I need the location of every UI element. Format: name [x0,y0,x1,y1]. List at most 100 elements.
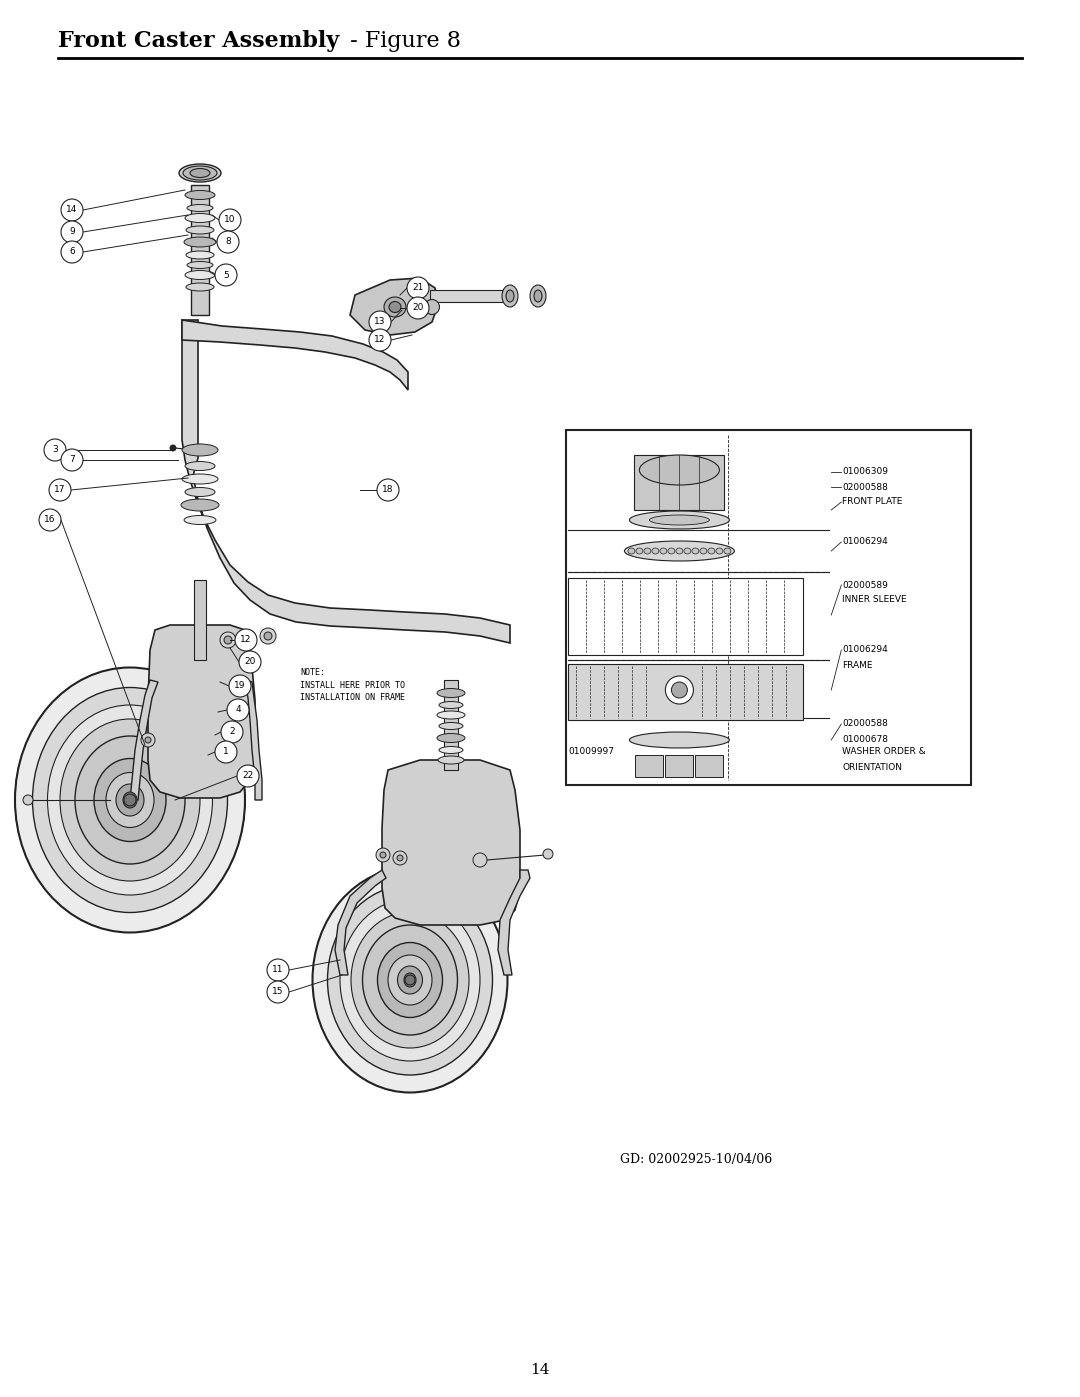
Polygon shape [130,680,158,800]
Text: 16: 16 [44,515,56,524]
Circle shape [239,651,261,673]
Text: - Figure 8: - Figure 8 [343,29,461,52]
Ellipse shape [48,705,213,895]
Ellipse shape [184,515,216,524]
Text: FRONT PLATE: FRONT PLATE [842,497,903,507]
Ellipse shape [437,689,465,697]
Circle shape [49,479,71,502]
Text: 5: 5 [224,271,229,279]
Ellipse shape [351,912,469,1048]
Circle shape [44,439,66,461]
Ellipse shape [190,169,210,177]
Ellipse shape [652,548,659,555]
Text: 12: 12 [241,636,252,644]
Text: NOTE:
INSTALL HERE PRIOR TO
INSTALLATION ON FRAME: NOTE: INSTALL HERE PRIOR TO INSTALLATION… [300,668,405,703]
Text: 7: 7 [69,455,75,464]
Circle shape [60,198,83,221]
Text: 10: 10 [225,215,235,225]
Text: 19: 19 [234,682,246,690]
Text: 22: 22 [242,771,254,781]
Circle shape [267,958,289,981]
Ellipse shape [185,488,215,496]
Polygon shape [335,870,386,975]
Ellipse shape [676,548,683,555]
Circle shape [141,733,156,747]
Circle shape [264,631,272,640]
Text: 6: 6 [69,247,75,257]
Text: FRAME: FRAME [842,661,873,669]
Circle shape [405,975,415,985]
Bar [430,291,510,302]
Bar [191,184,210,314]
Text: 01009997: 01009997 [568,747,615,757]
Text: 1: 1 [224,747,229,757]
Ellipse shape [438,746,463,753]
Bar [665,754,693,777]
Bar [696,754,724,777]
Circle shape [60,242,83,263]
Text: 3: 3 [52,446,58,454]
Text: 15: 15 [272,988,284,996]
Ellipse shape [437,733,465,742]
Text: 14: 14 [66,205,78,215]
Ellipse shape [187,204,213,211]
Ellipse shape [184,237,216,247]
Circle shape [219,210,241,231]
Circle shape [170,446,176,451]
Ellipse shape [181,499,219,511]
Circle shape [60,221,83,243]
Circle shape [376,848,390,862]
Ellipse shape [185,190,215,200]
Circle shape [369,330,391,351]
Ellipse shape [183,474,218,483]
Ellipse shape [384,298,406,317]
Ellipse shape [179,163,221,182]
Ellipse shape [700,548,707,555]
Ellipse shape [716,548,723,555]
Ellipse shape [183,166,217,180]
Ellipse shape [437,711,465,719]
Text: 01000678: 01000678 [842,735,889,743]
Circle shape [397,855,403,861]
Ellipse shape [363,925,458,1035]
Circle shape [260,629,276,644]
Text: WASHER ORDER &: WASHER ORDER & [842,747,927,757]
Ellipse shape [185,271,215,279]
Ellipse shape [45,703,215,898]
Ellipse shape [507,291,514,302]
Text: 01006294: 01006294 [842,645,888,655]
Text: 14: 14 [530,1363,550,1377]
Circle shape [220,631,237,648]
Text: 20: 20 [413,303,423,313]
Ellipse shape [649,515,710,525]
Circle shape [60,448,83,471]
Circle shape [672,682,687,698]
Polygon shape [350,278,438,335]
Text: 11: 11 [272,965,284,975]
Bar [566,430,971,785]
Ellipse shape [630,732,729,747]
Circle shape [227,698,249,721]
Ellipse shape [388,956,432,1004]
Bar [635,754,663,777]
Ellipse shape [630,511,729,529]
Ellipse shape [438,701,463,708]
Ellipse shape [404,972,416,988]
Polygon shape [245,680,262,800]
Circle shape [237,766,259,787]
Polygon shape [183,320,510,643]
Bar [568,664,802,719]
Circle shape [369,312,391,332]
Circle shape [145,738,151,743]
Ellipse shape [627,548,635,555]
Ellipse shape [660,548,667,555]
Ellipse shape [707,548,715,555]
Ellipse shape [123,792,137,807]
Ellipse shape [94,759,166,841]
Ellipse shape [724,548,731,555]
Circle shape [224,636,232,644]
Text: 8: 8 [225,237,231,246]
Circle shape [473,854,487,868]
Text: 18: 18 [382,486,394,495]
Ellipse shape [340,900,480,1060]
